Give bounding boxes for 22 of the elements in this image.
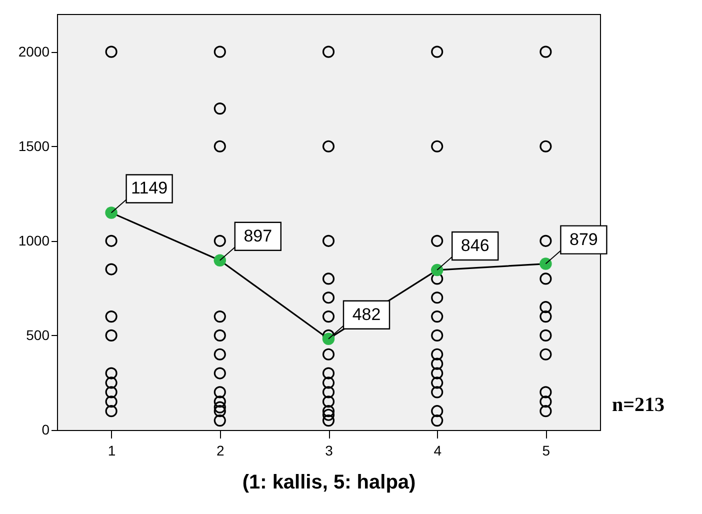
point: [322, 332, 335, 345]
x-tick-label: 2: [216, 442, 224, 458]
y-tick-label: 1500: [18, 138, 50, 154]
x-axis-title: (1: kallis, 5: halpa): [242, 472, 416, 494]
y-tick-label: 2000: [18, 43, 50, 60]
text: n=213: [612, 394, 665, 417]
data-label: 846: [460, 236, 490, 256]
point: [105, 206, 118, 219]
data-label: 879: [570, 230, 598, 249]
point: [540, 258, 552, 270]
x-tick-label: 3: [325, 442, 334, 458]
point: [430, 264, 444, 276]
x-tick-label: 5: [542, 442, 550, 458]
x-tick-label: 1: [108, 442, 116, 458]
data-label: 897: [244, 226, 272, 246]
point: [214, 254, 226, 266]
x-tick-label: 4: [434, 442, 442, 458]
y-tick-label: 500: [26, 326, 50, 343]
data-label: 482: [352, 304, 381, 324]
y-tick-label: 0: [42, 422, 50, 438]
data-label: 1149: [131, 178, 168, 198]
y-tick-label: 1000: [18, 232, 50, 248]
